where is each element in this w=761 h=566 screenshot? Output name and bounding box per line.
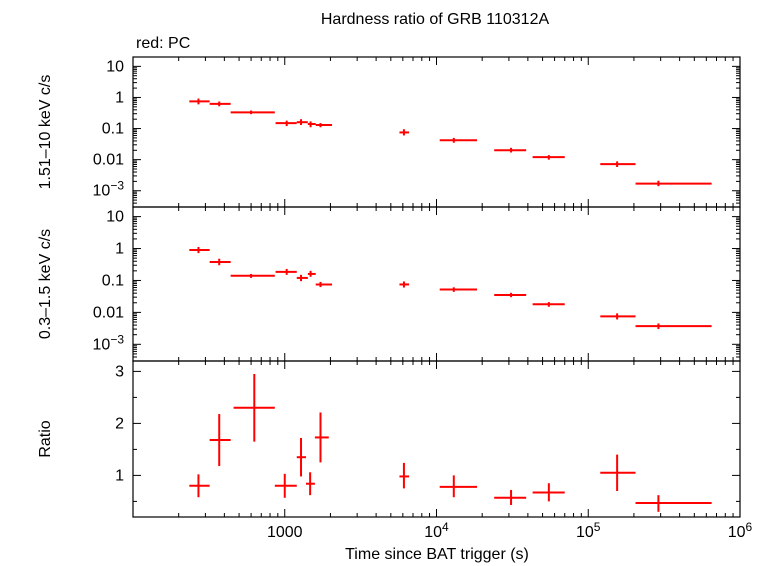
panel-frame [132, 206, 741, 362]
data-point [275, 120, 297, 127]
data-point [209, 414, 231, 467]
data-point [189, 474, 210, 498]
data-point [600, 161, 636, 168]
data-point [233, 374, 275, 442]
panel-soft: 10 1 0.1 0.01 10−3 0.3–1.5 keV c/s [37, 206, 741, 362]
y-tick-label: 10−3 [93, 179, 125, 200]
panel-ratio: 1 2 3 Ratio [37, 360, 741, 518]
panel-frame [132, 360, 741, 518]
data-point [532, 302, 565, 307]
data-point [305, 472, 315, 496]
data-point [307, 121, 316, 128]
y-tick-label: 1 [115, 467, 124, 484]
series-hard [189, 98, 712, 187]
data-point [532, 155, 565, 160]
data-point [635, 180, 712, 187]
chart-subtitle: red: PC [136, 35, 190, 52]
data-point [494, 292, 527, 298]
data-point [399, 129, 410, 136]
y-tick-label: 10−3 [93, 332, 125, 353]
y-tick-label: 0.1 [102, 121, 124, 138]
data-point [230, 273, 275, 278]
data-point [315, 281, 333, 288]
data-point [296, 119, 308, 126]
data-point [189, 98, 210, 105]
data-point [296, 437, 306, 477]
data-point [439, 137, 478, 143]
panel-hard: 10 1 0.1 0.01 10−3 1.51–10 keV c/s [37, 56, 741, 208]
data-point [494, 147, 527, 153]
data-point [230, 110, 275, 115]
series-ratio [189, 374, 712, 512]
y-tick-label: 0.1 [102, 272, 124, 289]
data-point [532, 483, 565, 502]
data-point [600, 313, 636, 320]
y-axis-label-soft: 0.3–1.5 keV c/s [37, 229, 54, 339]
data-point [399, 281, 410, 288]
x-tick-labels: 1000 104 105 106 [267, 520, 753, 541]
x-axis-label: Time since BAT trigger (s) [345, 546, 529, 563]
data-point [439, 287, 478, 292]
y-tick-label: 0.01 [93, 152, 124, 169]
x-tick-label: 105 [576, 520, 601, 541]
data-point [439, 475, 478, 498]
data-point [314, 412, 329, 463]
x-tick-label: 104 [424, 520, 449, 541]
y-tick-label: 0.01 [93, 304, 124, 321]
y-tick-label: 3 [115, 363, 124, 380]
data-point [209, 258, 231, 266]
x-tick-label: 106 [728, 520, 753, 541]
x-tick-label: 1000 [267, 524, 303, 541]
data-point [296, 274, 308, 282]
data-point [635, 495, 712, 512]
y-axis-label-ratio: Ratio [37, 420, 54, 457]
data-point [274, 473, 297, 498]
y-tick-label: 10 [106, 58, 124, 75]
data-point [399, 462, 410, 489]
y-tick-label: 2 [115, 415, 124, 432]
data-point [635, 323, 712, 330]
data-point [600, 454, 636, 491]
y-tick-label: 10 [106, 209, 124, 226]
y-tick-label: 1 [115, 89, 124, 106]
y-tick-label: 1 [115, 241, 124, 258]
chart-title: Hardness ratio of GRB 110312A [321, 11, 550, 28]
series-soft [189, 246, 712, 330]
data-point [189, 246, 210, 254]
data-point [307, 270, 316, 277]
data-point [315, 123, 333, 128]
data-point [209, 101, 231, 107]
data-point [494, 489, 527, 506]
y-axis-label-hard: 1.51–10 keV c/s [37, 75, 54, 190]
data-point [275, 268, 297, 275]
